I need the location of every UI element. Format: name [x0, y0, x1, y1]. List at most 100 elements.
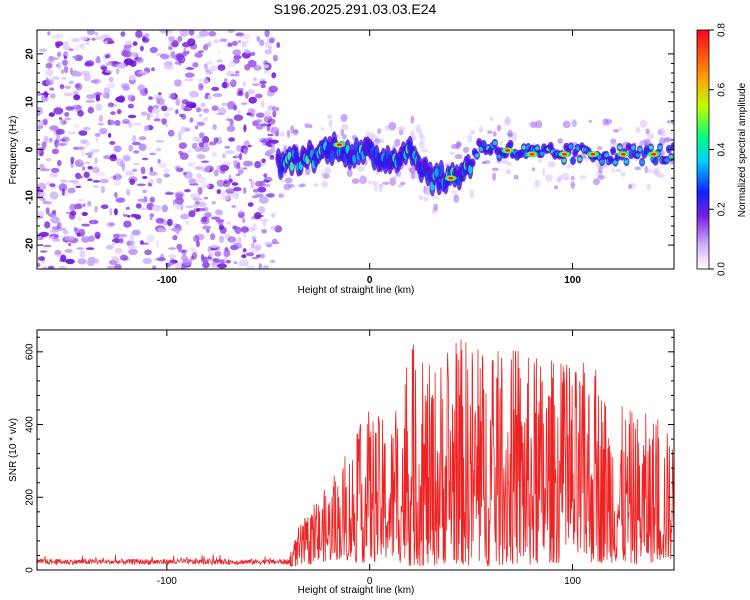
noise-blob — [76, 247, 84, 250]
noise-blob — [189, 117, 194, 123]
halo-blob — [313, 183, 319, 187]
snr-xlabel: Height of straight line (km) — [298, 585, 415, 596]
noise-blob — [108, 259, 117, 265]
halo-blob — [501, 158, 509, 165]
noise-blob — [237, 166, 244, 174]
noise-blob — [105, 69, 114, 73]
halo-blob — [340, 128, 345, 136]
halo-blob — [322, 173, 330, 179]
spectrogram-ylabel: Frequency (Hz) — [8, 116, 19, 185]
noise-blob — [184, 189, 191, 193]
noise-blob — [117, 95, 126, 103]
noise-blob — [193, 208, 199, 213]
noise-blob — [219, 169, 226, 174]
halo-blob — [373, 142, 379, 146]
y-tick-label: -20 — [25, 237, 36, 252]
noise-blob — [212, 93, 223, 98]
noise-blob — [246, 112, 252, 116]
noise-blob — [73, 146, 80, 150]
noise-blob — [69, 203, 77, 211]
signal-core — [653, 159, 658, 164]
noise-blob — [233, 114, 244, 121]
noise-blob — [227, 178, 232, 184]
halo-blob — [451, 190, 458, 194]
noise-blob — [271, 238, 278, 244]
noise-blob — [251, 256, 260, 260]
colorbar-ticks: 0.0 0.2 0.4 0.6 0.8 — [709, 23, 728, 276]
halo-blob — [280, 179, 285, 183]
noise-blob — [52, 210, 57, 215]
halo-blob — [382, 181, 390, 185]
noise-blob — [201, 216, 207, 223]
noise-blob — [67, 131, 76, 135]
noise-blob — [113, 208, 118, 216]
y-tick-label: 20 — [25, 48, 36, 60]
noise-blob — [276, 42, 281, 48]
noise-blob — [84, 62, 94, 67]
noise-blob — [85, 99, 96, 104]
noise-blob — [232, 104, 238, 111]
halo-blob — [397, 126, 406, 132]
signal-core — [624, 159, 629, 164]
noise-blob — [228, 137, 235, 142]
noise-blob — [56, 159, 62, 167]
noise-blob — [247, 144, 252, 148]
noise-blob — [156, 257, 166, 262]
halo-blob — [370, 132, 375, 139]
noise-blob — [252, 188, 260, 193]
noise-blob — [114, 247, 123, 254]
noise-blob — [127, 215, 131, 218]
halo-blob — [547, 160, 556, 168]
colorbar: 0.0 0.2 0.4 0.6 0.8 Normalized spectral ampl… — [696, 23, 748, 276]
noise-blob — [261, 158, 266, 163]
noise-blob — [139, 207, 147, 211]
noise-blob — [46, 202, 52, 207]
noise-blob — [270, 146, 276, 154]
noise-blob — [265, 40, 271, 49]
noise-blob — [142, 176, 148, 179]
noise-blob — [219, 38, 228, 42]
signal-core — [519, 151, 524, 156]
noise-blob — [207, 94, 212, 101]
x-tick-label: -100 — [157, 576, 177, 587]
noise-blob — [157, 159, 161, 164]
noise-blob — [124, 58, 134, 65]
noise-blob — [203, 196, 209, 200]
noise-blob — [103, 87, 111, 95]
noise-blob — [62, 229, 69, 235]
signal-core — [276, 153, 281, 163]
noise-blob — [174, 61, 180, 65]
noise-blob — [63, 92, 74, 97]
noise-blob — [140, 166, 146, 175]
halo-blob — [341, 123, 349, 131]
peak-core — [651, 153, 657, 156]
halo-blob — [491, 167, 499, 172]
noise-blob — [56, 227, 67, 232]
halo-blob — [351, 178, 360, 184]
noise-blob — [83, 126, 91, 131]
noise-blob — [118, 234, 128, 238]
halo-blob — [598, 164, 603, 174]
noise-blob — [37, 210, 45, 217]
noise-blob — [47, 265, 55, 269]
noise-blob — [190, 246, 194, 253]
halo-blob — [645, 168, 654, 174]
noise-blob — [108, 76, 114, 83]
noise-blob — [63, 51, 69, 57]
noise-blob — [132, 168, 138, 172]
halo-blob — [357, 165, 365, 173]
noise-blob — [243, 160, 253, 167]
noise-blob — [250, 242, 256, 249]
noise-blob — [45, 207, 50, 215]
noise-blob — [178, 132, 182, 141]
noise-blob — [188, 210, 196, 218]
noise-blob — [271, 72, 277, 79]
noise-blob — [263, 70, 270, 74]
noise-blob — [51, 226, 60, 230]
noise-blob — [137, 57, 144, 64]
noise-blob — [64, 249, 73, 253]
noise-blob — [219, 164, 230, 172]
noise-blob — [131, 229, 141, 236]
colorbar-tick-label: 0.6 — [717, 82, 728, 96]
